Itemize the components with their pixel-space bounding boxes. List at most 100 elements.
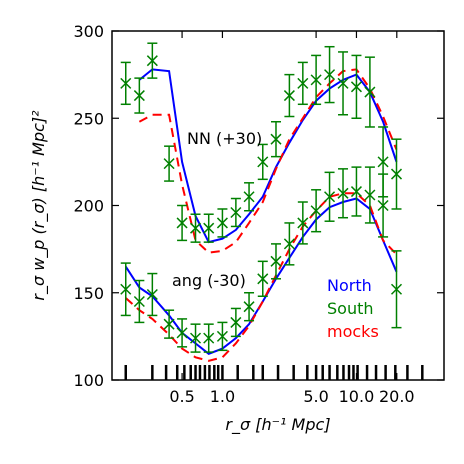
series-line-mocks	[125, 192, 398, 362]
x-marker	[377, 156, 389, 168]
x-marker	[364, 86, 376, 98]
x-marker	[243, 301, 255, 313]
x-marker	[176, 327, 188, 339]
data-point	[176, 204, 188, 242]
data-point	[176, 318, 188, 348]
x-marker	[146, 55, 158, 67]
x-marker	[133, 295, 145, 308]
data-point	[324, 171, 336, 222]
x-marker	[120, 77, 132, 89]
x-marker	[377, 199, 389, 212]
x-marker	[283, 238, 295, 250]
plot-area: NN (+30) ang (-30)	[120, 42, 424, 380]
x-marker	[203, 222, 215, 234]
data-point	[390, 250, 403, 329]
data-point	[337, 51, 349, 116]
x-marker	[310, 205, 322, 217]
legend-entry-south: South	[327, 299, 374, 318]
x-marker	[337, 77, 349, 89]
x-marker	[230, 316, 242, 328]
series-line-north	[124, 197, 398, 355]
x-marker	[310, 74, 322, 86]
data-point	[190, 323, 202, 353]
x-tick-label: 5.0	[303, 387, 328, 406]
data-point	[364, 56, 376, 128]
x-marker	[163, 318, 175, 330]
x-marker	[163, 158, 175, 170]
x-marker	[257, 273, 269, 285]
x-tick-label: 20.0	[379, 387, 415, 406]
data-point	[120, 61, 132, 106]
x-marker	[324, 69, 336, 81]
x-marker	[390, 168, 403, 180]
x-marker	[297, 77, 309, 89]
legend-entry-mocks: mocks	[327, 322, 379, 341]
data-point	[133, 77, 145, 114]
series-line-north	[138, 68, 398, 244]
x-marker	[364, 189, 376, 201]
x-marker	[216, 217, 228, 229]
data-point	[297, 61, 309, 106]
data-point	[216, 208, 228, 238]
x-marker	[133, 90, 145, 102]
y-tick-label: 200	[73, 197, 104, 216]
annotation: ang (-30)	[172, 271, 246, 290]
data-point	[283, 222, 295, 266]
x-tick-label: 1.0	[210, 387, 235, 406]
y-tick-label: 250	[73, 109, 104, 128]
data-point	[243, 182, 255, 212]
data-point	[364, 166, 376, 224]
y-tick-label: 300	[73, 22, 104, 41]
data-point	[257, 143, 269, 181]
x-marker	[146, 288, 158, 301]
data-point	[257, 260, 269, 297]
data-point	[203, 213, 215, 243]
legend: North South mocks	[327, 276, 379, 341]
x-marker	[230, 206, 242, 219]
x-marker	[270, 133, 282, 145]
data-point	[390, 138, 403, 210]
data-point	[350, 54, 362, 119]
data-point	[243, 292, 255, 322]
series-line-mocks	[138, 68, 398, 254]
data-point	[190, 213, 202, 243]
data-point	[377, 173, 389, 238]
x-marker	[176, 217, 188, 229]
data-point	[146, 272, 158, 317]
x-marker	[190, 332, 202, 344]
data-point	[297, 201, 309, 245]
data-point	[270, 243, 282, 280]
data-point	[203, 323, 215, 353]
axes: 100 150 200 250 300 0.5 1.0 5.0 10.0 20.0 r_σ [h⁻¹…	[29, 22, 444, 435]
x-marker	[350, 81, 362, 93]
data-point	[230, 197, 242, 228]
y-tick-label: 100	[73, 371, 104, 390]
x-marker	[350, 186, 362, 198]
x-marker	[243, 191, 255, 203]
data-point	[310, 189, 322, 233]
x-marker	[257, 156, 269, 168]
data-point	[163, 309, 175, 339]
data-point	[310, 54, 322, 106]
data-point	[337, 168, 349, 219]
annotation: NN (+30)	[187, 129, 262, 148]
x-marker	[190, 222, 202, 234]
data-point	[350, 166, 362, 217]
data-point	[133, 279, 145, 324]
x-marker	[324, 191, 336, 203]
data-point	[283, 73, 295, 118]
data-point	[120, 262, 132, 317]
data-point	[230, 307, 242, 338]
data-point	[163, 145, 175, 182]
x-tick-label: 10.0	[339, 387, 375, 406]
data-point	[324, 45, 336, 104]
y-tick-label: 150	[73, 284, 104, 303]
y-axis-label: r_σ w_p (r_σ) [h⁻¹ Mpc]²	[29, 110, 49, 301]
x-marker	[337, 187, 349, 199]
x-marker	[390, 283, 403, 295]
x-tick-label: 0.5	[169, 387, 194, 406]
data-point	[216, 321, 228, 352]
x-marker	[270, 255, 282, 267]
legend-entry-north: North	[327, 276, 372, 295]
